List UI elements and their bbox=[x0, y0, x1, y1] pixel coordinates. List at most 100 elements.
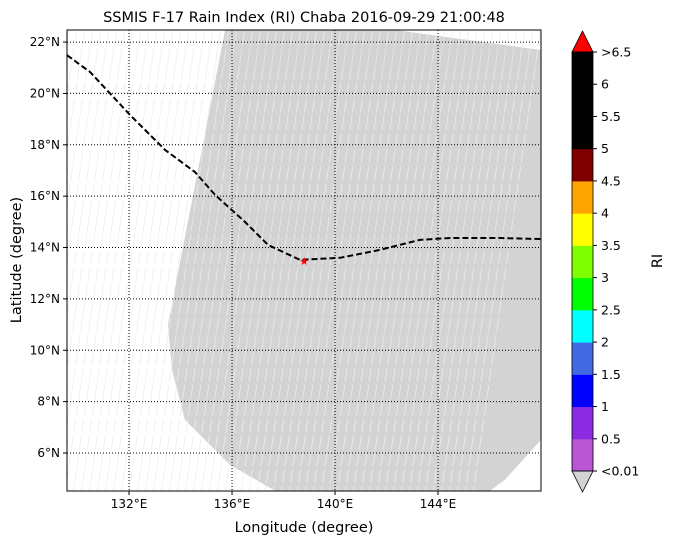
scan-line bbox=[144, 30, 213, 491]
scan-line bbox=[136, 30, 205, 491]
colorbar-frame bbox=[571, 51, 594, 472]
scan-line bbox=[440, 30, 509, 491]
colorbar-bin bbox=[572, 374, 593, 408]
scan-line bbox=[312, 30, 381, 491]
scan-line bbox=[320, 30, 389, 491]
scan-line bbox=[384, 30, 453, 491]
colorbar-tick-label: 4 bbox=[601, 206, 609, 221]
scan-line bbox=[448, 30, 517, 491]
colorbar-tick-label: 3 bbox=[601, 270, 609, 285]
colorbar-tick-label: <0.01 bbox=[601, 464, 639, 479]
scan-line bbox=[96, 30, 165, 491]
x-tick-label: 140°E bbox=[317, 497, 354, 511]
scan-line bbox=[464, 30, 533, 491]
scan-line bbox=[152, 30, 221, 491]
scan-line bbox=[0, 20, 6, 500]
scan-line bbox=[304, 30, 373, 491]
y-tick-label: 10°N bbox=[30, 343, 60, 357]
plot-frame bbox=[66, 29, 542, 492]
colorbar-bin bbox=[572, 245, 593, 279]
scan-line bbox=[288, 30, 357, 491]
colorbar-tick-label: 1.5 bbox=[601, 367, 621, 382]
scan-line bbox=[67, 30, 93, 208]
scan-line bbox=[192, 30, 261, 491]
satellite-swath bbox=[167, 30, 541, 491]
scan-line bbox=[360, 30, 429, 491]
colorbar-bin bbox=[572, 342, 593, 375]
scan-line bbox=[80, 30, 149, 491]
colorbar-tick-label: 6 bbox=[601, 77, 609, 92]
scan-line bbox=[392, 30, 461, 491]
y-tick-label: 16°N bbox=[30, 189, 60, 203]
x-axis-label: Longitude (degree) bbox=[235, 520, 374, 536]
colorbar-tick-label: 5 bbox=[601, 141, 609, 156]
colorbar-bin bbox=[572, 52, 593, 150]
scan-line bbox=[128, 30, 197, 491]
scan-line bbox=[67, 30, 133, 483]
y-tick-label: 8°N bbox=[37, 395, 60, 409]
colorbar-bin bbox=[572, 180, 593, 214]
colorbar-bin bbox=[572, 277, 593, 311]
scan-line bbox=[67, 30, 125, 428]
y-tick-label: 12°N bbox=[30, 292, 60, 306]
x-tick-label: 144°E bbox=[420, 497, 457, 511]
x-tick-label: 132°E bbox=[111, 497, 148, 511]
scan-line bbox=[72, 30, 141, 491]
colorbar-bin bbox=[572, 213, 593, 246]
colorbar-bin bbox=[572, 438, 593, 472]
scan-line bbox=[256, 30, 325, 491]
y-tick-label: 22°N bbox=[30, 35, 60, 49]
colorbar-tick-label: 2 bbox=[601, 335, 609, 350]
scan-line bbox=[232, 30, 301, 491]
scan-line bbox=[104, 30, 173, 491]
scan-line bbox=[416, 30, 485, 491]
scan-line bbox=[160, 30, 229, 491]
scan-line bbox=[344, 30, 413, 491]
colorbar-tick-label: >6.5 bbox=[601, 45, 631, 60]
y-tick-label: 20°N bbox=[30, 86, 60, 100]
colorbar-label: RI bbox=[650, 254, 666, 268]
scan-line bbox=[67, 30, 85, 154]
scan-line bbox=[208, 30, 277, 491]
storm-track bbox=[67, 54, 541, 261]
scan-line bbox=[432, 30, 501, 491]
scan-line bbox=[176, 30, 245, 491]
x-tick-label: 136°E bbox=[214, 497, 251, 511]
scan-line bbox=[120, 30, 189, 491]
scan-line bbox=[400, 30, 469, 491]
scan-line bbox=[67, 30, 117, 373]
colorbar-tick-label: 1 bbox=[601, 399, 609, 414]
scan-line bbox=[88, 30, 157, 491]
scan-line bbox=[472, 30, 541, 491]
colorbar-tick-label: 2.5 bbox=[601, 302, 621, 317]
y-tick-label: 18°N bbox=[30, 138, 60, 152]
colorbar-over-extension bbox=[571, 30, 594, 53]
scan-line bbox=[224, 30, 293, 491]
scan-line bbox=[328, 30, 397, 491]
scan-line bbox=[296, 30, 365, 491]
colorbar-bin bbox=[572, 309, 593, 343]
scan-line bbox=[240, 30, 309, 491]
y-axis-label: Latitude (degree) bbox=[9, 197, 25, 323]
colorbar-bin bbox=[572, 148, 593, 182]
colorbar-tick-label: 5.5 bbox=[601, 109, 621, 124]
y-tick-label: 6°N bbox=[37, 446, 60, 460]
colorbar-tick-label: 4.5 bbox=[601, 173, 621, 188]
scan-line bbox=[200, 30, 269, 491]
colorbar-under-extension bbox=[571, 470, 594, 493]
storm-center-marker: ★ bbox=[299, 255, 309, 268]
scan-line bbox=[67, 30, 109, 318]
scan-line bbox=[112, 30, 181, 491]
scan-line bbox=[368, 30, 437, 491]
y-tick-label: 14°N bbox=[30, 241, 60, 255]
scan-line bbox=[216, 30, 285, 491]
scan-line bbox=[352, 30, 421, 491]
scan-line bbox=[67, 30, 101, 263]
colorbar-tick-label: 3.5 bbox=[601, 238, 621, 253]
scan-line bbox=[456, 30, 525, 491]
scan-line bbox=[408, 30, 477, 491]
scan-line bbox=[184, 30, 253, 491]
scan-line bbox=[168, 30, 237, 491]
colorbar-tick-label: 0.5 bbox=[601, 431, 621, 446]
